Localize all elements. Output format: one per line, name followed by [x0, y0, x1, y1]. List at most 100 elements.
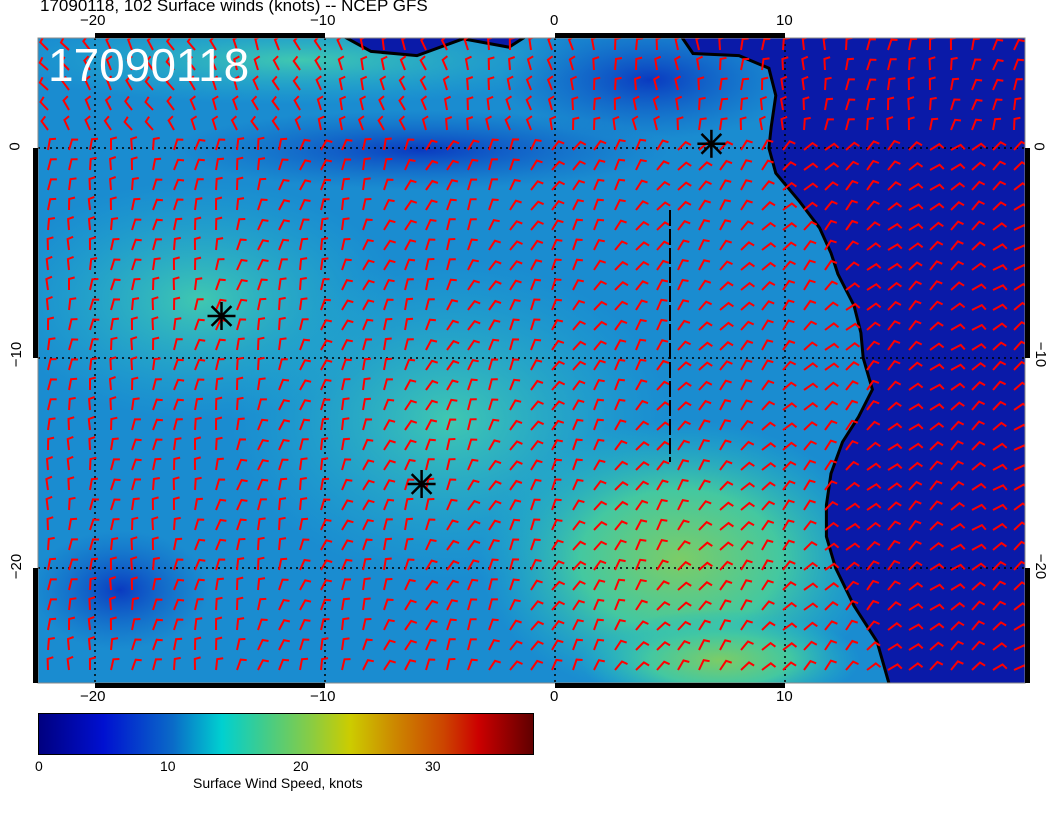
- wind-barb: [299, 338, 311, 351]
- wind-barb: [908, 140, 923, 151]
- wind-barb: [929, 383, 945, 391]
- wind-barb: [109, 616, 117, 631]
- wind-barb: [110, 658, 120, 671]
- wind-barb: [971, 283, 987, 291]
- wind-barb: [803, 299, 817, 311]
- wind-barb: [425, 399, 439, 411]
- wind-barb: [257, 438, 269, 451]
- wind-barb: [782, 222, 798, 231]
- wind-barb: [425, 218, 437, 231]
- wind-barb: [173, 198, 184, 211]
- wind-barb: [698, 199, 712, 211]
- wind-barb: [383, 398, 395, 411]
- wind-barb: [929, 183, 945, 191]
- wind-barb: [677, 478, 689, 491]
- wind-barb: [419, 55, 427, 71]
- wind-barb: [572, 360, 587, 371]
- wind-barb: [740, 419, 754, 431]
- wind-barb: [420, 38, 427, 51]
- wind-barb: [173, 338, 183, 351]
- wind-barb: [656, 580, 670, 591]
- wind-barb: [845, 561, 860, 571]
- wind-barb: [908, 299, 922, 311]
- wind-barb: [68, 538, 78, 551]
- wind-barb: [68, 377, 78, 391]
- wind-barb: [278, 219, 290, 231]
- wind-barb: [425, 359, 439, 371]
- wind-barb: [593, 178, 605, 191]
- wind-barb: [467, 238, 478, 251]
- wind-barb: [488, 358, 499, 371]
- wind-barb: [404, 478, 415, 491]
- wind-barb: [992, 38, 1004, 51]
- wind-barb: [110, 217, 119, 231]
- wind-barb: [551, 238, 563, 251]
- wind-barb: [278, 358, 288, 371]
- wind-barb: [362, 418, 373, 431]
- wind-barb: [215, 157, 224, 171]
- wind-barb: [593, 139, 607, 151]
- wind-barb: [443, 95, 452, 111]
- wind-barb: [971, 461, 986, 471]
- wind-barb: [635, 158, 647, 171]
- wind-barb: [278, 158, 289, 171]
- wind-barb: [60, 56, 70, 71]
- wind-barb: [718, 38, 726, 51]
- wind-barb: [866, 159, 880, 171]
- wind-barb: [215, 596, 223, 611]
- wind-barb: [404, 317, 414, 331]
- wind-barb: [446, 539, 460, 551]
- wind-barb: [110, 278, 121, 291]
- wind-barb: [719, 599, 732, 611]
- wind-barb: [614, 260, 629, 271]
- wind-barb: [509, 298, 521, 311]
- wind-barb: [593, 116, 601, 131]
- wind-barb: [110, 317, 119, 331]
- wind-barb: [404, 558, 415, 571]
- wind-barb: [299, 538, 310, 551]
- wind-barb: [635, 420, 650, 431]
- wind-barb: [320, 637, 329, 651]
- wind-barb: [194, 138, 206, 151]
- wind-barb: [635, 299, 648, 311]
- wind-barb: [971, 640, 986, 651]
- wind-barb: [845, 399, 859, 411]
- wind-barb: [992, 243, 1008, 251]
- wind-barb: [383, 639, 396, 651]
- wind-barb: [131, 418, 141, 431]
- wind-barb: [299, 179, 312, 191]
- wind-barb: [508, 56, 516, 71]
- wind-barb: [824, 439, 837, 451]
- wind-barb: [782, 160, 797, 171]
- wind-barb: [572, 279, 585, 291]
- wind-barb: [719, 659, 733, 671]
- wind-barb: [908, 582, 924, 591]
- wind-barb: [887, 222, 903, 231]
- wind-barb: [614, 618, 626, 631]
- wind-barb: [257, 659, 269, 671]
- wind-barb: [294, 115, 302, 131]
- wind-barb: [110, 258, 121, 271]
- wind-barb: [446, 478, 457, 491]
- wind-barb: [740, 661, 755, 671]
- wind-barb: [929, 342, 945, 351]
- wind-barb: [257, 336, 265, 351]
- wind-barb: [257, 317, 266, 331]
- wind-barb: [950, 182, 966, 191]
- wind-barb: [761, 379, 775, 391]
- wind-barb: [698, 419, 711, 431]
- wind-barb: [845, 341, 861, 351]
- wind-barb: [68, 177, 77, 191]
- wind-barb: [173, 598, 185, 611]
- wind-barb: [803, 402, 819, 411]
- wind-barb: [509, 660, 523, 671]
- wind-barb: [887, 380, 902, 391]
- wind-barb: [292, 38, 301, 51]
- wind-barb: [593, 638, 605, 651]
- wind-barb: [866, 117, 874, 131]
- wind-barb: [530, 259, 543, 271]
- wind-barb: [761, 559, 774, 571]
- wind-barb: [189, 95, 197, 111]
- wind-barb: [89, 557, 98, 571]
- wind-barb: [123, 116, 133, 131]
